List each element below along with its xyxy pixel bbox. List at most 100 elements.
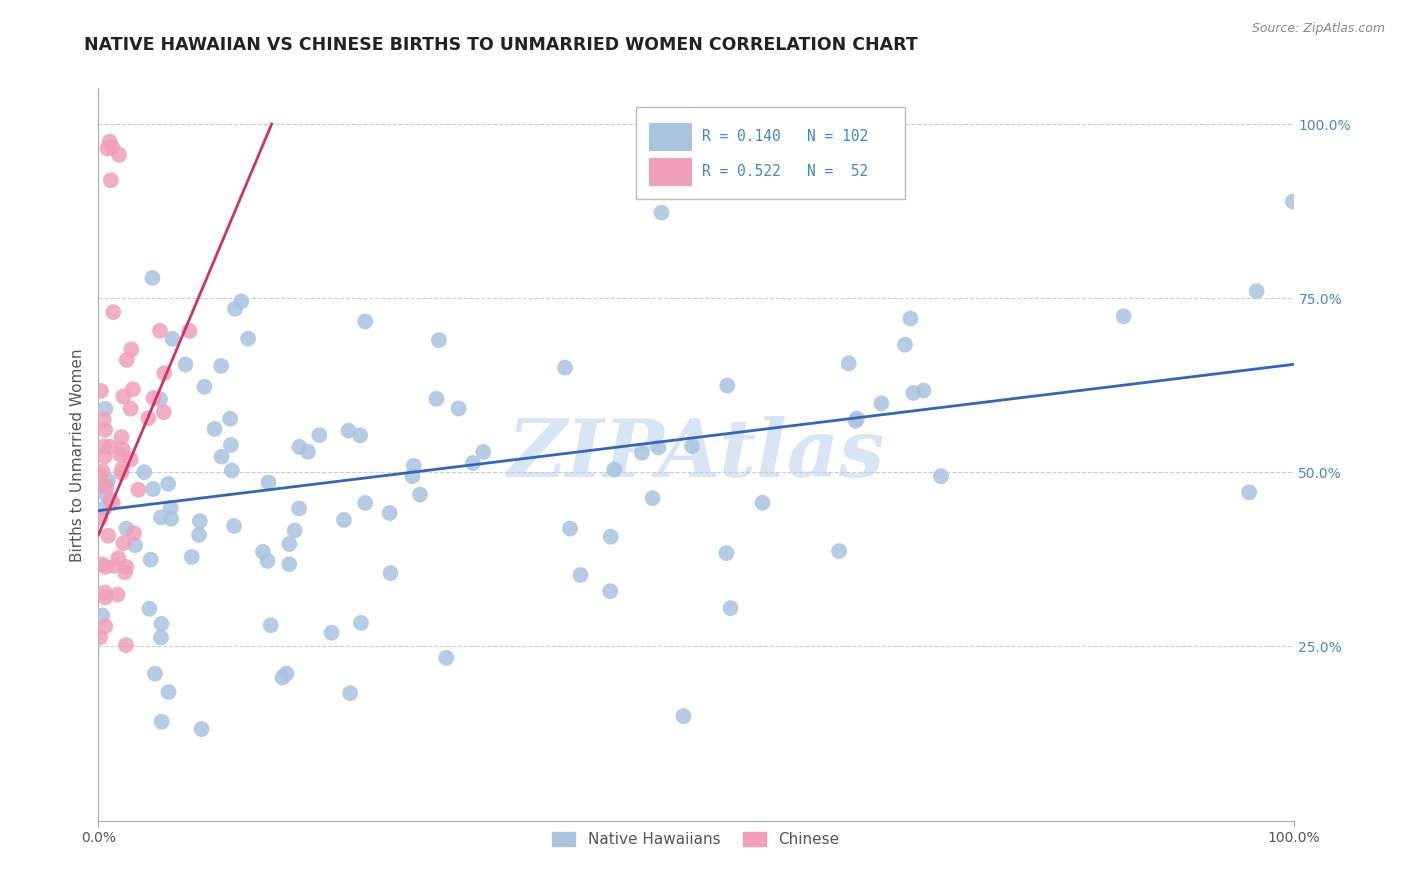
Point [90, 558, 112, 572]
Point [120, 343, 142, 357]
Point [136, 411, 159, 425]
Point [252, 545, 274, 559]
Point [903, 386, 925, 401]
Point [641, 491, 664, 506]
Point [427, 333, 450, 347]
Point [141, 271, 163, 285]
Point [159, 500, 181, 515]
Point [647, 441, 669, 455]
Point [91, 608, 114, 623]
Point [111, 462, 134, 476]
FancyBboxPatch shape [650, 158, 692, 186]
Point [142, 391, 165, 405]
Point [111, 442, 134, 457]
Point [115, 560, 138, 574]
Point [93, 480, 115, 494]
Point [179, 324, 201, 338]
Point [211, 450, 233, 464]
Point [900, 311, 922, 326]
Point [90, 384, 112, 398]
Point [256, 554, 278, 568]
Point [378, 506, 401, 520]
Point [96, 480, 118, 494]
Point [224, 301, 246, 316]
Point [94, 619, 117, 633]
Point [114, 566, 136, 580]
Point [120, 401, 142, 416]
Point [716, 378, 738, 392]
Point [157, 476, 180, 491]
Point [845, 414, 868, 428]
Point [153, 366, 176, 380]
Point [115, 638, 138, 652]
Point [337, 424, 360, 438]
Point [142, 482, 165, 496]
Point [110, 448, 132, 462]
Point [846, 411, 869, 425]
Point [174, 358, 197, 372]
Point [98, 440, 121, 454]
Point [188, 528, 211, 542]
Text: NATIVE HAWAIIAN VS CHINESE BIRTHS TO UNMARRIED WOMEN CORRELATION CHART: NATIVE HAWAIIAN VS CHINESE BIRTHS TO UNM… [84, 36, 918, 54]
Point [98, 135, 121, 149]
Point [681, 439, 703, 453]
Point [121, 382, 143, 396]
Point [558, 522, 581, 536]
Point [409, 487, 432, 501]
Point [96, 142, 118, 156]
Point [112, 536, 135, 550]
Point [1246, 284, 1268, 298]
Legend: Native Hawaiians, Chinese: Native Hawaiians, Chinese [547, 825, 845, 854]
Point [425, 392, 447, 406]
Point [349, 428, 371, 442]
Point [100, 173, 122, 187]
Point [219, 411, 242, 425]
Point [134, 465, 156, 479]
Point [93, 439, 115, 453]
Point [160, 511, 183, 525]
Text: ZIPAtlas: ZIPAtlas [508, 417, 884, 493]
Point [180, 549, 202, 564]
Point [93, 412, 115, 426]
Point [828, 544, 851, 558]
Point [193, 380, 215, 394]
Point [751, 496, 773, 510]
Point [402, 458, 425, 473]
Point [97, 474, 120, 488]
Point [339, 686, 361, 700]
Point [115, 352, 138, 367]
Point [257, 475, 280, 490]
Point [461, 456, 484, 470]
Point [93, 450, 115, 464]
Point [308, 428, 330, 442]
Point [108, 148, 131, 162]
Point [354, 314, 377, 328]
Point [278, 537, 301, 551]
Point [157, 685, 180, 699]
Text: Source: ZipAtlas.com: Source: ZipAtlas.com [1251, 22, 1385, 36]
Point [603, 462, 626, 476]
Point [1112, 310, 1135, 324]
Point [278, 558, 301, 572]
Point [103, 558, 125, 573]
Point [221, 463, 243, 477]
Point [149, 510, 172, 524]
Point [149, 392, 172, 406]
Point [97, 529, 120, 543]
Point [89, 630, 111, 644]
Point [101, 496, 124, 510]
Point [94, 401, 117, 416]
Point [350, 615, 373, 630]
Point [87, 467, 110, 482]
Text: R = 0.522   N =  52: R = 0.522 N = 52 [702, 164, 868, 179]
Point [94, 585, 117, 599]
Point [127, 483, 149, 497]
Point [110, 466, 132, 480]
Point [380, 566, 402, 581]
Point [276, 666, 298, 681]
Point [631, 446, 654, 460]
Point [120, 452, 142, 467]
Text: R = 0.140   N = 102: R = 0.140 N = 102 [702, 129, 868, 145]
Point [288, 440, 311, 454]
Point [110, 430, 132, 444]
